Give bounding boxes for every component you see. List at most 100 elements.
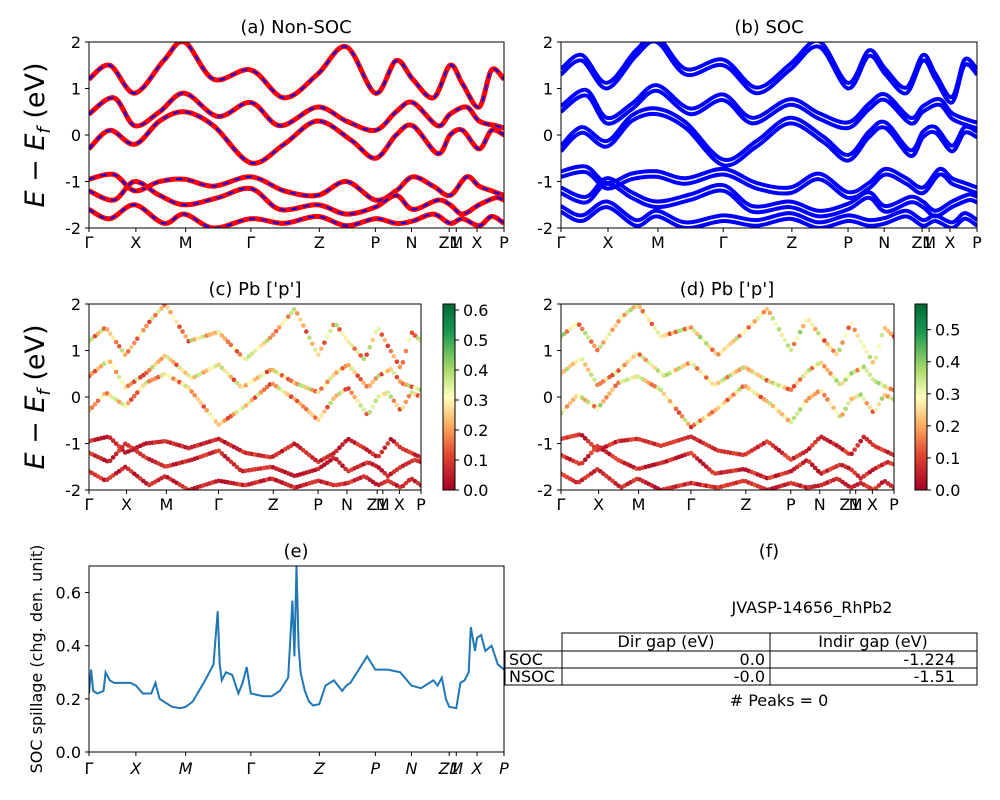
projected-point [204,407,210,413]
soc-band-2 [561,111,977,168]
projected-point [700,461,706,467]
panel-c-xtick-label: M [376,495,390,514]
projected-point [858,438,863,444]
projected-point [340,463,345,468]
projected-point [652,325,658,331]
panel-b-ytick-label: 0 [543,126,553,145]
panel-e-frame [88,565,505,753]
projected-point [812,465,818,471]
projected-point [710,347,715,353]
panel-c-ytick-label: 0 [71,388,81,407]
projected-point [213,419,219,424]
column-header-indir-gap: Indir gap (eV) [818,632,928,651]
soc-band-split-3 [561,164,977,195]
projected-point [319,346,324,351]
projected-point [846,373,851,379]
projected-point [610,327,615,333]
projected-point [304,329,309,334]
panel-a-xtick-label: M [449,233,463,252]
projected-point [716,405,721,411]
panel-a-xtick-label: Γ [85,233,94,252]
projected-point [376,326,382,332]
projected-point [222,368,228,374]
projected-point [831,405,836,411]
projected-point [385,441,391,446]
projected-point [319,413,324,418]
column-header-dir-gap: Dir gap (eV) [618,632,715,651]
projected-point [601,340,606,345]
projected-point [153,312,158,318]
projected-point [676,410,682,415]
projected-point [144,323,149,329]
projected-point [776,409,782,414]
projected-point [119,348,125,353]
projected-point [141,327,146,333]
projected-point [719,402,724,408]
projected-point [743,328,748,333]
projected-point [294,311,300,316]
projected-point [222,336,228,341]
projected-point [864,436,870,442]
projected-point [258,389,264,395]
projected-point [183,370,188,376]
projected-point [180,367,185,373]
projected-point [604,335,609,341]
panel-a-xtick-label: M [179,233,193,252]
panel-e-plot-area [89,566,504,710]
projected-point [812,326,818,332]
projected-point [297,317,303,322]
nsoc-band-0 [89,42,504,110]
projected-point [570,324,576,329]
projected-point [828,371,833,376]
projected-point [340,331,345,336]
panel-d-xtick-label: X [867,495,878,514]
projected-point [406,393,412,399]
panel-e-xtick-label: X [471,759,484,778]
panel-d-colorbar [914,303,928,491]
projected-point [561,331,567,337]
projected-point [585,367,591,372]
projected-point [92,333,98,339]
projected-point [249,397,255,403]
panel-a-xtick-label: Z1 [439,233,460,252]
projected-point [867,405,873,410]
projected-point [585,335,591,340]
projected-point [141,383,146,388]
projected-point [588,372,594,378]
panel-f-title: (f) [759,541,779,562]
panel-c-xtick-label: Z [268,495,279,514]
projected-point [864,349,870,355]
projected-point [337,327,342,332]
projected-point [107,458,113,464]
panel-c-xtick-label: M [159,495,173,514]
panel-a-title: (a) Non-SOC [240,17,351,38]
panel-a-xtick-label: N [405,233,417,252]
panel-b-xtick-label: Γ [719,233,728,252]
projected-point [819,334,824,340]
projected-point [852,327,857,333]
projected-point [773,321,779,327]
nsoc-band-dashed-0 [89,42,504,109]
projected-point [361,407,366,412]
projected-point [310,412,315,418]
panel-d-xtick-label: X [593,495,604,514]
projected-point [379,332,385,337]
projected-point [834,378,839,383]
projected-point [297,401,303,406]
projected-point [564,329,570,334]
panel-e-xtick-label: M [449,759,463,778]
projected-point [592,447,597,452]
projected-point [582,330,588,336]
projected-point [319,386,324,391]
panel-e-xtick-label: P [371,759,381,778]
projected-point [625,359,630,365]
projected-point [261,340,267,346]
projected-point [595,406,600,411]
projected-point [285,314,291,319]
projected-point [655,368,661,373]
projected-point [322,382,327,388]
projected-point [138,332,143,337]
projected-point [682,417,688,423]
projected-point [731,392,736,397]
projected-point [370,404,376,409]
